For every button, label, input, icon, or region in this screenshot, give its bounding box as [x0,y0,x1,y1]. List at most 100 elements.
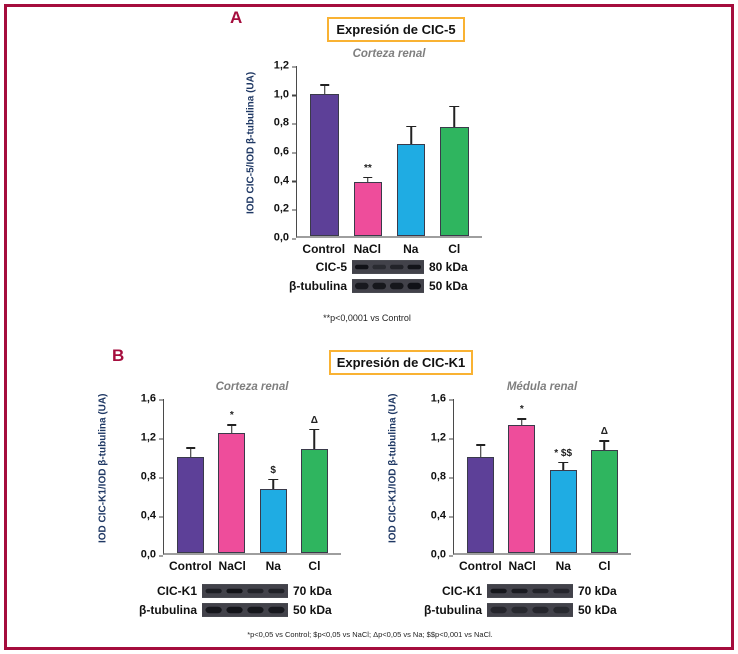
bar-group: ** [346,66,389,236]
bar [300,449,328,553]
significance-marker: Δ [310,414,318,426]
x-axis-tick-label: Cl [308,559,321,573]
blot-kda-label: 50 kDa [429,279,468,293]
figure-border [4,4,734,650]
y-axis-tick-label: 0,4 [430,509,454,522]
blot-protein-label: β-tubulina [139,603,197,617]
blot-protein-label: CIC-K1 [441,584,482,598]
x-axis-tick-label: Control [459,559,502,573]
y-axis-tick-label: 0,0 [273,231,297,244]
y-axis-tick-label: 1,6 [140,392,164,405]
western-blot-image [487,603,573,617]
error-bar [320,84,328,95]
y-axis-tick-label: 1,2 [273,59,297,72]
x-axis-tick-label: Na [403,242,419,256]
error-bar [269,478,277,489]
x-axis-tick-label: NaCl [353,242,381,256]
bar [549,470,577,553]
bar [259,488,287,553]
x-axis-tick-label: Cl [448,242,461,256]
plot-area: * * $$ Δ [453,399,631,555]
significance-marker: * $$ [554,447,573,459]
plot-area: ** [296,66,482,238]
x-axis-tick-label: NaCl [508,559,536,573]
bar [218,432,246,553]
panel-a-western-blots: CIC-5 80 kDa β-tubulina 50 kDa [252,259,482,294]
chart-subtitle: Corteza renal [215,381,289,393]
chart-subtitle: Corteza renal [352,48,426,60]
blot-kda-label: 50 kDa [293,603,332,617]
y-axis-tick-label: 0,8 [140,470,164,483]
significance-marker: Δ [600,426,608,438]
x-axis-labels: Control NaCl Na Cl [163,555,341,581]
bar-group [460,399,501,553]
y-axis-tick-label: 0,4 [273,174,297,187]
western-blot-image [352,279,424,293]
x-axis-tick-label: Control [169,559,212,573]
x-axis-tick-label: NaCl [218,559,246,573]
panel-a-chart: IOD CIC-5/IOD β-tubulina (UA) Corteza re… [242,48,482,262]
y-axis-tick-label: 0,4 [140,509,164,522]
bar [508,425,536,553]
panel-b-medulla-chart: IOD CIC-K1/IOD β-tubulina (UA) Médula re… [383,381,631,581]
error-bar [310,428,318,450]
y-axis-tick-label: 0,8 [273,116,297,129]
panel-b-footnote: *p<0,05 vs Control; $p<0,05 vs NaCl; Δp<… [247,630,493,639]
significance-marker: * [229,410,234,422]
blot-kda-label: 70 kDa [293,584,332,598]
bar-group: Δ [584,399,625,553]
blot-kda-label: 70 kDa [578,584,617,598]
error-bar [228,424,236,433]
bar [353,182,383,236]
plot-area: * $ Δ [163,399,341,555]
bar-group [433,66,476,236]
y-axis-label: IOD CIC-K1/IOD β-tubulina (UA) [97,393,109,543]
x-axis-tick-label: Na [265,559,281,573]
bar-group [390,66,433,236]
y-axis-ticks: 0,0 0,2 0,4 0,6 0,8 1,0 1,2 [260,60,297,243]
error-bar [476,444,484,457]
y-axis-ticks: 0,0 0,4 0,8 1,2 1,6 [113,393,164,560]
bar [396,143,426,236]
y-axis-tick-label: 0,2 [273,202,297,215]
significance-marker: * [519,404,524,416]
panel-b-title-box: Expresión de CIC-K1 [329,350,473,375]
panel-a-footnote: **p<0,0001 vs Control [323,313,411,323]
panel-b-letter: B [112,346,125,365]
blot-kda-label: 80 kDa [429,260,468,274]
error-bar [186,447,194,457]
bar [590,450,618,553]
x-axis-tick-label: Control [302,242,346,256]
blot-protein-label: CIC-K1 [156,584,197,598]
x-axis-tick-label: Cl [598,559,611,573]
y-axis-tick-label: 0,6 [273,145,297,158]
bar [177,456,205,553]
y-axis-tick-label: 0,0 [140,548,164,561]
error-bar [600,440,608,451]
y-axis-ticks: 0,0 0,4 0,8 1,2 1,6 [403,393,454,560]
error-bar [559,461,567,471]
significance-marker: $ [270,464,276,476]
bar [467,456,495,553]
panel-a-title-box: Expresión de CIC-5 [327,17,465,42]
y-axis-tick-label: 1,2 [430,431,454,444]
bar-group [170,399,211,553]
panel-b-cortex-western-blots: CIC-K1 70 kDa β-tubulina 50 kDa [126,583,340,618]
y-axis-tick-label: 0,0 [430,548,454,561]
blot-protein-label: β-tubulina [289,279,347,293]
western-blot-image [202,584,288,598]
panel-b-medulla-western-blots: CIC-K1 70 kDa β-tubulina 50 kDa [411,583,625,618]
bar [310,94,339,236]
error-bar [518,418,526,425]
y-axis-tick-label: 1,2 [140,431,164,444]
blot-kda-label: 50 kDa [578,603,617,617]
blot-protein-label: β-tubulina [424,603,482,617]
y-axis-tick-label: 1,0 [273,88,297,101]
y-axis-label: IOD CIC-5/IOD β-tubulina (UA) [245,71,257,215]
bar-group: * [501,399,542,553]
western-blot-image [487,584,573,598]
western-blot-image [202,603,288,617]
x-axis-labels: Control NaCl Na Cl [453,555,631,581]
bar [440,126,469,236]
